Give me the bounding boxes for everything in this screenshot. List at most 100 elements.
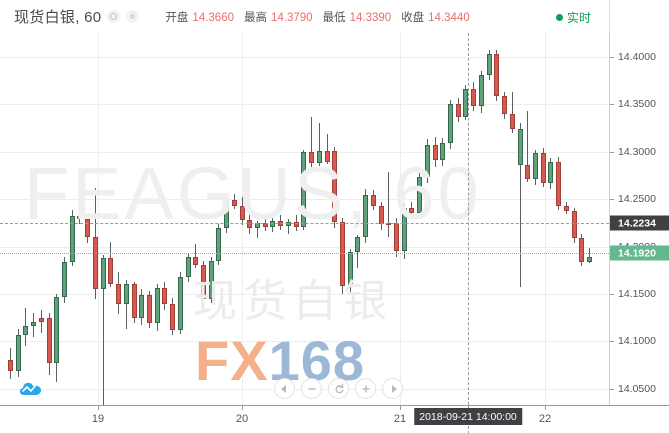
candle-body: [402, 207, 407, 252]
candle-body: [201, 264, 206, 299]
candle-wick: [126, 279, 127, 330]
candle-wick: [103, 255, 104, 405]
candle-body: [317, 150, 322, 163]
candle-body: [209, 260, 214, 299]
ohlc-value: 14.3790: [271, 11, 313, 24]
candle-body: [425, 144, 430, 178]
candle-wick: [527, 110, 528, 182]
price-axis-label: 14.1500: [618, 287, 656, 300]
candle-body: [448, 104, 453, 144]
price-axis-label: 14.3000: [618, 145, 656, 158]
candle-body: [409, 207, 414, 214]
price-axis-label: 14.3500: [618, 97, 656, 110]
time-axis-label: 21: [393, 413, 407, 425]
time-axis-tick: [400, 406, 401, 410]
candle-body: [23, 326, 28, 335]
scroll-left-button[interactable]: [274, 378, 295, 399]
candle-body: [379, 205, 384, 224]
candle-body: [556, 162, 561, 206]
candle-body: [579, 237, 584, 262]
chart-navigation-controls[interactable]: [274, 378, 403, 399]
plus-icon: [362, 385, 369, 392]
candle-wick: [520, 123, 521, 288]
time-axis-tick: [98, 406, 99, 410]
price-axis-tick: [610, 151, 614, 153]
crosshair-price-badge: 14.2234: [610, 215, 669, 231]
candle-body: [108, 257, 113, 284]
minus-icon: [308, 387, 315, 390]
price-axis-tick: [610, 56, 614, 58]
candle-body: [355, 237, 360, 253]
price-axis-tick: [610, 388, 614, 390]
candle-body: [147, 294, 152, 324]
candle-body: [132, 284, 137, 318]
chart-header: 现货白银, 60 开盘 14.3660 最高 14.3790 最低 14.3390 收盘 14…: [0, 0, 669, 33]
grid-line-horizontal: [0, 103, 609, 105]
refresh-icon: [335, 383, 343, 393]
candle-body: [70, 216, 75, 262]
zoom-out-button[interactable]: [301, 378, 322, 399]
candle-body: [541, 152, 546, 183]
candle-body: [533, 152, 538, 180]
ohlc-label: 收盘: [401, 11, 425, 24]
header-divider: [609, 0, 610, 33]
candle-body: [224, 200, 229, 228]
ohlc-value: 14.3440: [428, 11, 470, 24]
scroll-right-button[interactable]: [382, 378, 403, 399]
candle-body: [216, 227, 221, 261]
candle-body: [394, 222, 399, 252]
candle-wick: [327, 133, 328, 164]
grid-line-horizontal: [0, 340, 609, 342]
price-axis-label: 14.1000: [618, 334, 656, 347]
candle-body: [255, 222, 260, 229]
candle-body: [332, 150, 337, 222]
candle-wick: [195, 243, 196, 269]
candle-body: [101, 257, 106, 290]
symbol-title: 现货白银, 60: [14, 9, 102, 26]
watermark-symbol: FEAGUS, 60: [24, 152, 482, 235]
candle-body: [193, 256, 198, 265]
candle-body: [463, 88, 468, 117]
crosshair-time-badge: 2018-09-21 14:00:00: [414, 408, 522, 425]
triangle-right-icon: [391, 384, 397, 393]
candle-body: [471, 88, 476, 107]
grid-line-horizontal: [0, 246, 609, 248]
status-dot-icon: [555, 14, 563, 21]
candle-body: [363, 195, 368, 238]
candle-body: [548, 162, 553, 183]
candle-body: [31, 322, 36, 327]
candle-body: [8, 360, 13, 371]
brand-logo-icon[interactable]: [18, 378, 44, 398]
realtime-status: 实时: [555, 9, 591, 26]
time-axis-label: 19: [91, 413, 105, 425]
candle-body: [494, 53, 499, 96]
ohlc-label: 开盘: [165, 11, 189, 24]
price-level-line: [0, 223, 609, 225]
reset-button[interactable]: [328, 378, 349, 399]
realtime-label: 实时: [566, 11, 591, 25]
time-axis[interactable]: 19 20 21 22 2018-09-21 14:00:00: [0, 405, 669, 433]
candle-body: [16, 334, 21, 371]
settings-icon[interactable]: [126, 10, 140, 23]
price-axis[interactable]: 14.400014.350014.300014.250014.200014.15…: [609, 33, 669, 405]
candle-body: [502, 95, 507, 114]
grid-line-vertical: [98, 33, 99, 405]
candle-body: [116, 283, 121, 305]
candle-body: [371, 195, 376, 206]
candle-wick: [319, 123, 320, 166]
price-axis-label: 14.0500: [618, 382, 656, 395]
candle-body: [85, 219, 90, 238]
price-axis-tick: [610, 103, 614, 105]
zoom-in-button[interactable]: [355, 378, 376, 399]
candle-body: [124, 284, 129, 305]
camera-icon[interactable]: [107, 10, 121, 23]
candle-body: [139, 294, 144, 318]
candle-wick: [388, 171, 389, 238]
candle-body: [240, 205, 245, 220]
candle-body: [456, 104, 461, 117]
price-axis-label: 14.2500: [618, 192, 656, 205]
candle-body: [518, 128, 523, 165]
price-level-line: [0, 253, 609, 255]
chart-plot-area[interactable]: FEAGUS, 60 现货白银 FX168: [0, 33, 609, 405]
